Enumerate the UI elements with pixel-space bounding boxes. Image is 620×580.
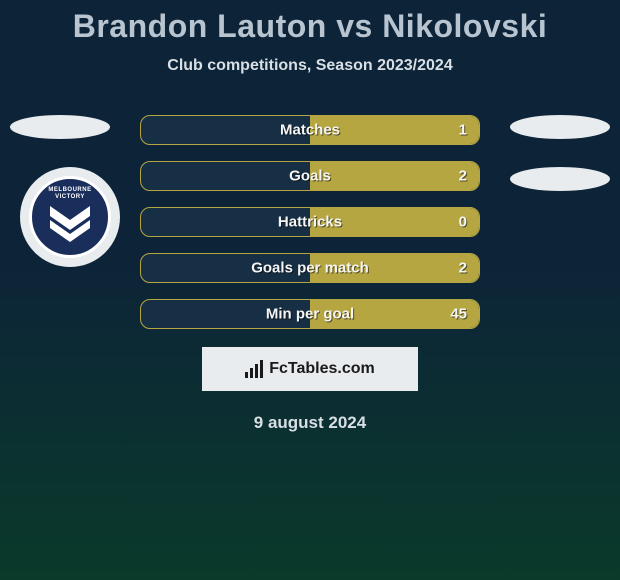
- stat-row: Min per goal 45: [140, 299, 480, 329]
- logo-bar: [260, 360, 263, 378]
- stat-value: 45: [450, 306, 467, 323]
- stat-row: Goals per match 2: [140, 253, 480, 283]
- stat-row: Matches 1: [140, 115, 480, 145]
- stat-label: Goals: [289, 168, 331, 185]
- bar-chart-icon: [245, 360, 263, 378]
- stat-fill: [310, 162, 479, 190]
- logo-bar: [255, 364, 258, 378]
- brand-footer: FcTables.com: [202, 347, 418, 391]
- stat-value: 1: [459, 122, 467, 139]
- club-badge-inner: MELBOURNE VICTORY: [29, 176, 111, 258]
- stat-label: Hattricks: [278, 214, 342, 231]
- badge-chevron-icon: [45, 204, 95, 244]
- stat-value: 2: [459, 168, 467, 185]
- right-player-placeholder-1: [510, 115, 610, 139]
- right-player-placeholder-2: [510, 167, 610, 191]
- stats-rows: Matches 1 Goals 2 Hattricks 0 Goals per match 2…: [140, 115, 480, 329]
- logo-bar: [245, 372, 248, 378]
- page-title: Brandon Lauton vs Nikolovski: [0, 8, 620, 45]
- stat-label: Goals per match: [251, 260, 369, 277]
- subtitle: Club competitions, Season 2023/2024: [0, 57, 620, 75]
- left-player-placeholder-1: [10, 115, 110, 139]
- badge-line2: VICTORY: [55, 194, 85, 201]
- infographic-container: Brandon Lauton vs Nikolovski Club compet…: [0, 0, 620, 433]
- date-text: 9 august 2024: [20, 413, 600, 433]
- brand-name: FcTables.com: [269, 360, 375, 378]
- logo-bar: [250, 368, 253, 378]
- stat-value: 0: [459, 214, 467, 231]
- stat-label: Min per goal: [266, 306, 354, 323]
- stat-row: Hattricks 0: [140, 207, 480, 237]
- stat-row: Goals 2: [140, 161, 480, 191]
- club-badge: MELBOURNE VICTORY: [20, 167, 120, 267]
- stat-value: 2: [459, 260, 467, 277]
- stats-area: MELBOURNE VICTORY Matches 1 Goals 2 Hattrick…: [0, 115, 620, 433]
- badge-line1: MELBOURNE: [48, 187, 91, 194]
- stat-label: Matches: [280, 122, 340, 139]
